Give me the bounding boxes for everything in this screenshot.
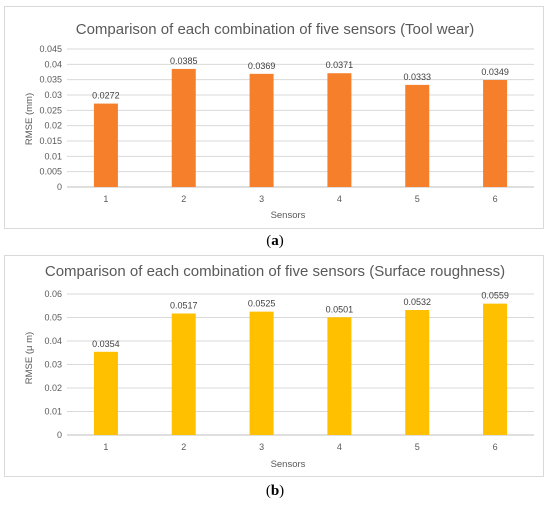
y-tick-label: 0.01 bbox=[44, 151, 62, 161]
x-tick-label: 3 bbox=[259, 194, 264, 204]
caption-open-paren: ( bbox=[265, 483, 271, 499]
x-tick-label: 6 bbox=[493, 194, 498, 204]
bar bbox=[483, 303, 508, 435]
y-tick-label: 0 bbox=[57, 430, 62, 440]
bar bbox=[171, 68, 196, 187]
data-label: 0.0517 bbox=[170, 301, 198, 311]
data-label: 0.0525 bbox=[248, 299, 276, 309]
y-axis-title: RMSE (mm) bbox=[24, 93, 35, 145]
x-axis-title: Sensors bbox=[271, 210, 306, 221]
x-tick-label: 2 bbox=[181, 194, 186, 204]
chart-title: Comparison of each combination of five s… bbox=[76, 21, 475, 38]
bar bbox=[483, 79, 508, 187]
chart-panel-surface-roughness: Comparison of each combination of five s… bbox=[4, 255, 544, 477]
x-tick-label: 3 bbox=[259, 442, 264, 452]
y-tick-label: 0.015 bbox=[39, 136, 62, 146]
x-tick-label: 6 bbox=[493, 442, 498, 452]
x-tick-label: 4 bbox=[337, 442, 342, 452]
x-tick-label: 5 bbox=[415, 442, 420, 452]
caption-letter: a bbox=[271, 233, 279, 249]
caption-letter: b bbox=[270, 483, 280, 499]
data-label: 0.0333 bbox=[403, 72, 431, 82]
bar bbox=[93, 103, 118, 187]
bar bbox=[327, 73, 352, 187]
plot-area: 0 0.01 0.02 0.03 0.04 0.05 0.06 0.0354 1 0.0517 2 0… bbox=[44, 289, 534, 452]
bar bbox=[171, 313, 196, 435]
y-tick-label: 0.02 bbox=[44, 383, 62, 393]
caption-close-paren: ) bbox=[279, 483, 285, 499]
data-label: 0.0371 bbox=[326, 60, 354, 70]
bar bbox=[249, 73, 274, 187]
data-label: 0.0272 bbox=[92, 91, 120, 101]
bar-chart-surface-roughness: Comparison of each combination of five s… bbox=[24, 263, 534, 470]
y-tick-label: 0.03 bbox=[44, 90, 62, 100]
chart-panel-tool-wear: Comparison of each combination of five s… bbox=[4, 6, 544, 229]
caption-open-paren: ( bbox=[266, 233, 272, 249]
data-label: 0.0369 bbox=[248, 61, 276, 71]
bar bbox=[327, 317, 352, 435]
data-label: 0.0385 bbox=[170, 56, 198, 66]
y-tick-label: 0.05 bbox=[44, 313, 62, 323]
x-tick-label: 1 bbox=[103, 194, 108, 204]
data-label: 0.0501 bbox=[326, 304, 354, 314]
bar bbox=[405, 84, 430, 187]
x-axis-title: Sensors bbox=[271, 459, 306, 470]
y-tick-label: 0.035 bbox=[39, 75, 62, 85]
y-tick-label: 0.045 bbox=[39, 44, 62, 54]
caption-close-paren: ) bbox=[278, 233, 284, 249]
y-tick-label: 0.06 bbox=[44, 289, 62, 299]
bar bbox=[405, 309, 430, 435]
y-tick-label: 0.01 bbox=[44, 407, 62, 417]
x-tick-label: 2 bbox=[181, 442, 186, 452]
figure-caption-b: (b) bbox=[0, 483, 550, 500]
plot-area: 0 0.005 0.01 0.015 0.02 0.025 0.03 0.035 0.04 0.0… bbox=[39, 44, 534, 204]
x-tick-label: 4 bbox=[337, 194, 342, 204]
data-label: 0.0532 bbox=[403, 297, 431, 307]
y-tick-label: 0.04 bbox=[44, 336, 62, 346]
bar-chart-tool-wear: Comparison of each combination of five s… bbox=[24, 21, 534, 221]
x-tick-label: 5 bbox=[415, 194, 420, 204]
chart-title: Comparison of each combination of five s… bbox=[45, 263, 505, 280]
y-tick-label: 0 bbox=[57, 182, 62, 192]
data-label: 0.0349 bbox=[481, 67, 509, 77]
y-tick-label: 0.02 bbox=[44, 121, 62, 131]
y-tick-label: 0.025 bbox=[39, 105, 62, 115]
y-tick-label: 0.04 bbox=[44, 59, 62, 69]
bar bbox=[249, 311, 274, 435]
y-tick-label: 0.03 bbox=[44, 360, 62, 370]
data-label: 0.0559 bbox=[481, 291, 509, 301]
bar bbox=[93, 351, 118, 435]
y-axis-title: RMSE (μ m) bbox=[24, 332, 35, 384]
data-label: 0.0354 bbox=[92, 339, 120, 349]
x-tick-label: 1 bbox=[103, 442, 108, 452]
y-tick-label: 0.005 bbox=[39, 167, 62, 177]
figure-caption-a: (a) bbox=[0, 233, 550, 250]
